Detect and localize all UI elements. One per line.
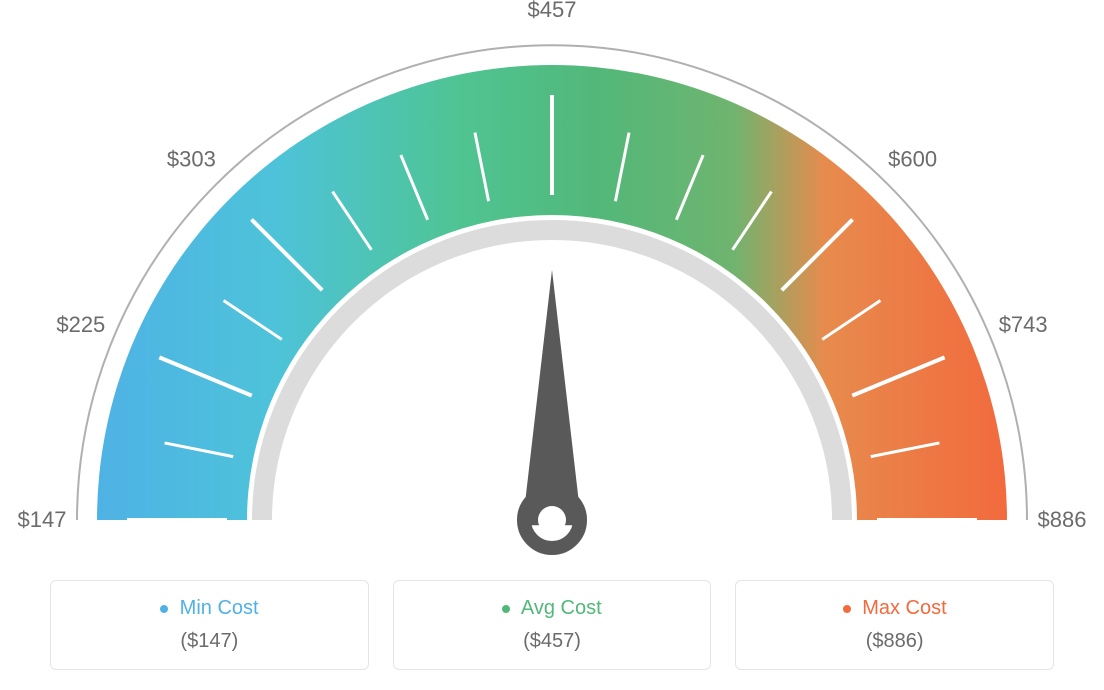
legend-dot-avg (502, 605, 510, 613)
legend-card-min: Min Cost ($147) (50, 580, 369, 670)
legend-value-max: ($886) (746, 630, 1043, 653)
svg-text:$225: $225 (56, 312, 105, 337)
svg-text:$147: $147 (18, 507, 67, 532)
svg-text:$600: $600 (888, 146, 937, 171)
legend-label-min: Min Cost (180, 597, 259, 619)
legend-value-avg: ($457) (404, 630, 701, 653)
legend-dot-max (843, 605, 851, 613)
legend-label-max: Max Cost (862, 597, 946, 619)
svg-text:$743: $743 (999, 312, 1048, 337)
legend-card-max: Max Cost ($886) (735, 580, 1054, 670)
legend-label-avg: Avg Cost (521, 597, 602, 619)
legend-card-avg: Avg Cost ($457) (393, 580, 712, 670)
svg-text:$457: $457 (528, 0, 577, 22)
legend-title-min: Min Cost (61, 597, 358, 620)
svg-text:$303: $303 (167, 146, 216, 171)
legend-row: Min Cost ($147) Avg Cost ($457) Max Cost… (50, 580, 1054, 670)
legend-title-avg: Avg Cost (404, 597, 701, 620)
svg-text:$886: $886 (1038, 507, 1087, 532)
legend-dot-min (160, 605, 168, 613)
cost-gauge-chart: $147 $225 $303 $457 $600 $743 $886 (0, 0, 1104, 560)
legend-value-min: ($147) (61, 630, 358, 653)
legend-title-max: Max Cost (746, 597, 1043, 620)
